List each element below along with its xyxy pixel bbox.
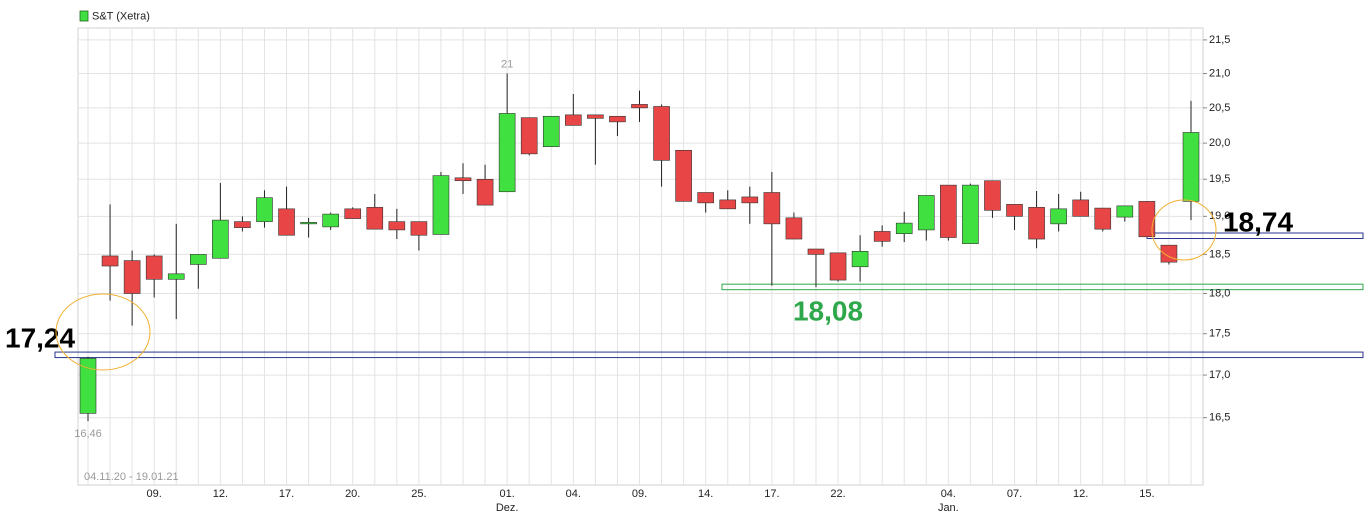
candle-body [1160, 244, 1178, 263]
y-tick-label: 18,5 [1209, 248, 1230, 260]
candle-body [653, 106, 670, 161]
candle-body [520, 117, 538, 155]
candle-body [212, 219, 229, 259]
candle-body [454, 177, 472, 182]
x-month-label: Dez. [496, 502, 519, 514]
level-band [721, 283, 1364, 291]
candle-body [432, 175, 450, 235]
x-tick-label: 12. [213, 488, 228, 500]
candle-body [278, 208, 295, 236]
candle-body [741, 196, 759, 204]
candle-body [984, 180, 1001, 211]
x-tick-label: 14. [698, 488, 713, 500]
x-tick-label: 17. [279, 488, 294, 500]
candle-body [807, 248, 825, 255]
candle-body [300, 222, 317, 225]
candle-body [565, 114, 582, 126]
plot-frame [77, 27, 1204, 486]
x-tick-label: 04. [566, 488, 581, 500]
candle-body [167, 273, 185, 280]
y-tick-label: 21,5 [1209, 34, 1230, 46]
candle-body [697, 192, 714, 204]
candle-body [1138, 201, 1156, 238]
x-tick-label: 04. [941, 488, 956, 500]
candle-body [1182, 132, 1200, 202]
x-tick-label: 09. [632, 488, 647, 500]
candle-body [498, 113, 516, 193]
candle-body [256, 197, 273, 222]
x-tick-label: 25. [411, 488, 426, 500]
candle-body [366, 207, 384, 230]
candle-body [1028, 207, 1045, 240]
candle-body [123, 260, 141, 294]
candle-body [190, 254, 207, 265]
x-tick-label: 15. [1139, 488, 1154, 500]
y-tick-label: 17,0 [1209, 369, 1230, 381]
candle-body [1050, 208, 1067, 225]
candle-body [962, 184, 979, 244]
candle-body [1072, 199, 1089, 217]
candle-body [388, 221, 406, 231]
x-month-label: Jan. [938, 502, 959, 514]
y-tick-label: 17,5 [1209, 328, 1230, 340]
candle-body [79, 358, 97, 414]
x-tick-label: 17. [764, 488, 779, 500]
candle-body [322, 213, 339, 228]
candle-body [344, 208, 362, 219]
candle-body [785, 217, 803, 240]
highlight-circle [1151, 199, 1217, 261]
y-tick-label: 20,0 [1209, 137, 1230, 149]
x-tick-label: 01. [499, 488, 514, 500]
candle-body [609, 115, 626, 123]
highlight-circle [55, 293, 151, 371]
candle-body [476, 178, 494, 206]
date-range: 04.11.20 - 19.01.21 [84, 471, 179, 483]
x-tick-label: 12. [1073, 488, 1088, 500]
candle-body [542, 115, 560, 147]
candle-body [631, 104, 648, 109]
level-band [54, 351, 1364, 359]
candle-body [145, 255, 163, 280]
candle-body [101, 255, 119, 267]
candle-body [873, 231, 891, 242]
candle-body [410, 221, 428, 236]
x-tick-label: 22. [830, 488, 845, 500]
candle-body [1006, 204, 1023, 217]
y-tick-label: 20,5 [1209, 102, 1230, 114]
x-tick-label: 20. [345, 488, 360, 500]
level-label: 18,08 [793, 295, 863, 326]
level-label: 17,24 [5, 322, 75, 353]
y-tick-label: 21,0 [1209, 67, 1230, 79]
level-label: 18,74 [1223, 206, 1293, 237]
candle-body [1116, 205, 1134, 218]
candle-body [895, 222, 913, 235]
candle-body [829, 252, 847, 281]
candle-body [851, 251, 869, 268]
candle-body [1094, 207, 1112, 230]
candle-body [940, 184, 957, 238]
candle-body [719, 199, 737, 210]
candle-body [587, 114, 604, 119]
x-tick-label: 09. [147, 488, 162, 500]
y-tick-label: 16,5 [1209, 412, 1230, 424]
candle-body [234, 221, 251, 228]
candle-body [675, 149, 692, 202]
y-tick-label: 19,5 [1209, 173, 1230, 185]
x-tick-label: 07. [1007, 488, 1022, 500]
extreme-label: 21 [501, 58, 513, 70]
extreme-label: 16,46 [74, 428, 102, 440]
legend-swatch [79, 10, 89, 22]
candle-body [763, 192, 781, 225]
legend-label: S&T (Xetra) [92, 10, 150, 22]
y-tick-label: 18,0 [1209, 287, 1230, 299]
candle-body [917, 195, 935, 231]
